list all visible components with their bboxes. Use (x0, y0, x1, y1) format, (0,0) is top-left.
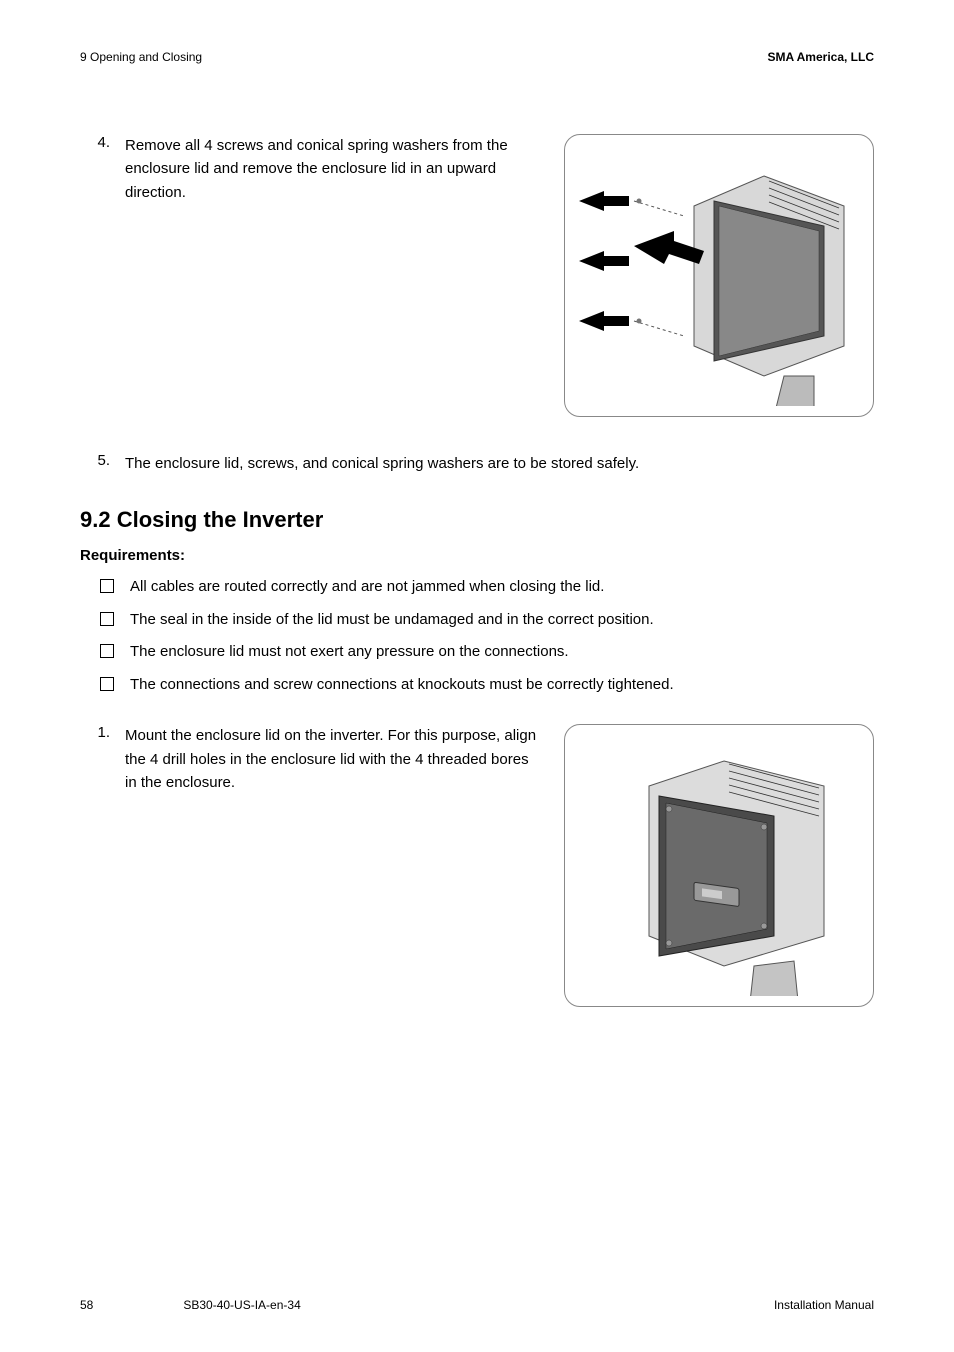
inverter-removal-icon (574, 146, 864, 406)
step-text: Remove all 4 screws and conical spring w… (125, 134, 544, 204)
footer-manual-label: Installation Manual (774, 1298, 874, 1312)
step-4: 4. Remove all 4 screws and conical sprin… (80, 134, 544, 204)
step-text: The enclosure lid, screws, and conical s… (125, 452, 874, 475)
step-number: 5. (80, 452, 125, 469)
figure-lid-removal (564, 134, 874, 417)
footer-doc-id: SB30-40-US-IA-en-34 (183, 1298, 300, 1312)
checkbox-icon (100, 612, 114, 626)
step-1-block: 1. Mount the enclosure lid on the invert… (80, 724, 874, 1007)
header-company-label: SMA America, LLC (768, 50, 874, 64)
requirements-label: Requirements: (80, 547, 874, 564)
page: 9 Opening and Closing SMA America, LLC 4… (0, 0, 954, 1352)
checkbox-icon (100, 677, 114, 691)
requirement-text: The connections and screw connections at… (130, 674, 674, 697)
requirement-item: The enclosure lid must not exert any pre… (80, 641, 874, 664)
requirements-checklist: All cables are routed correctly and are … (80, 576, 874, 696)
step-1: 1. Mount the enclosure lid on the invert… (80, 724, 544, 794)
step-4-block: 4. Remove all 4 screws and conical sprin… (80, 134, 874, 417)
checkbox-icon (100, 644, 114, 658)
figure-lid-mounting (564, 724, 874, 1007)
requirement-item: The seal in the inside of the lid must b… (80, 609, 874, 632)
inverter-mounting-icon (574, 736, 864, 996)
requirement-item: The connections and screw connections at… (80, 674, 874, 697)
section-heading: 9.2 Closing the Inverter (80, 507, 874, 533)
step-number: 1. (80, 724, 125, 741)
step-5: 5. The enclosure lid, screws, and conica… (80, 452, 874, 475)
requirement-text: The seal in the inside of the lid must b… (130, 609, 654, 632)
requirement-item: All cables are routed correctly and are … (80, 576, 874, 599)
requirement-text: All cables are routed correctly and are … (130, 576, 604, 599)
step-number: 4. (80, 134, 125, 151)
checkbox-icon (100, 579, 114, 593)
header-section-label: 9 Opening and Closing (80, 50, 202, 64)
footer-page-number: 58 (80, 1298, 93, 1312)
page-footer: 58 SB30-40-US-IA-en-34 Installation Manu… (80, 1298, 874, 1312)
requirement-text: The enclosure lid must not exert any pre… (130, 641, 569, 664)
step-text: Mount the enclosure lid on the inverter.… (125, 724, 544, 794)
page-header: 9 Opening and Closing SMA America, LLC (80, 50, 874, 64)
